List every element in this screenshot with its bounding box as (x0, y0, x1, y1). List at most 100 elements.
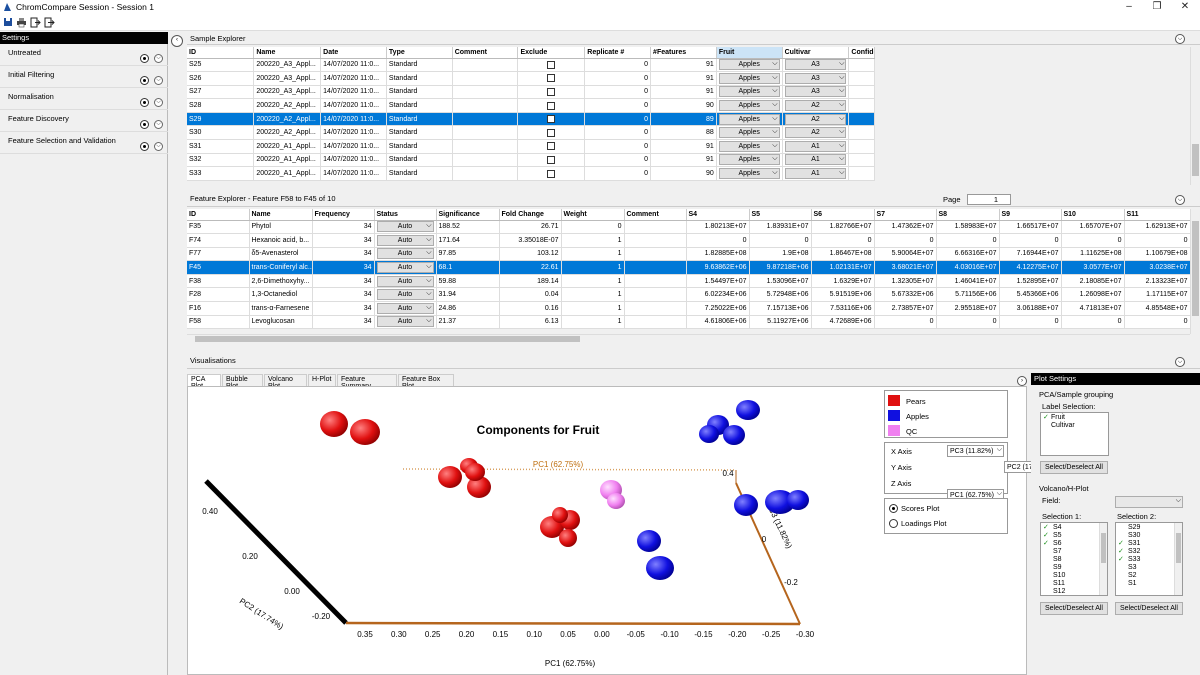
sample-row[interactable]: S33 200220_A1_Appl... 14/07/2020 11:0... St… (187, 166, 875, 181)
status-dropdown[interactable]: Auto (376, 275, 434, 287)
selection-option[interactable]: ✓ S33 (1118, 556, 1180, 564)
cultivar-dropdown[interactable]: A1 (784, 140, 847, 152)
label-option[interactable]: Cultivar (1043, 422, 1106, 430)
status-dropdown[interactable]: Auto (376, 289, 434, 301)
sample-column-header[interactable]: ID (187, 47, 255, 59)
sample-row[interactable]: S27 200220_A3_Appl... 14/07/2020 11:0... St… (187, 85, 875, 100)
sample-row[interactable]: S28 200220_A2_Appl... 14/07/2020 11:0... St… (187, 98, 875, 113)
selection1-select-all-button[interactable]: Select/Deselect All (1040, 602, 1108, 615)
sample-comment-cell[interactable] (452, 139, 519, 154)
feature-comment-cell[interactable] (624, 260, 687, 275)
export-icon[interactable] (44, 17, 55, 28)
step-enabled-radio[interactable] (140, 54, 149, 63)
settings-step-row[interactable]: Normalisation ⌵ (0, 88, 168, 110)
feature-column-header[interactable]: S10 (1061, 209, 1125, 221)
sample-row[interactable]: S32 200220_A1_Appl... 14/07/2020 11:0... St… (187, 153, 875, 168)
sample-comment-cell[interactable] (452, 98, 519, 113)
sample-column-header[interactable]: Exclude (517, 47, 586, 59)
sample-column-header[interactable]: Confidence (848, 47, 875, 59)
selection-option[interactable]: ✓ S31 (1118, 540, 1180, 548)
feature-column-header[interactable]: S5 (749, 209, 812, 221)
sample-column-header[interactable]: Replicate # (584, 47, 652, 59)
feature-comment-cell[interactable] (624, 220, 687, 235)
selection-option[interactable]: S11 (1043, 580, 1105, 588)
selection-option[interactable]: S3 (1118, 564, 1180, 572)
cultivar-dropdown[interactable]: A3 (784, 59, 847, 71)
visualisation-tab[interactable]: Feature Box Plot (398, 374, 454, 390)
step-expand-icon[interactable]: ⌵ (154, 120, 163, 129)
exclude-checkbox[interactable] (547, 74, 556, 83)
feature-column-header[interactable]: S9 (999, 209, 1062, 221)
status-dropdown[interactable]: Auto (376, 221, 434, 233)
collapse-settings-button[interactable]: ‹ (171, 35, 183, 47)
sample-row[interactable]: S30 200220_A2_Appl... 14/07/2020 11:0... St… (187, 125, 875, 141)
feature-column-header[interactable]: ID (187, 209, 250, 221)
fruit-dropdown[interactable]: Apples (718, 86, 780, 98)
sample-comment-cell[interactable] (452, 71, 519, 86)
settings-step-row[interactable]: Feature Discovery ⌵ (0, 110, 168, 132)
fruit-dropdown[interactable]: Apples (718, 59, 780, 71)
step-enabled-radio[interactable] (140, 98, 149, 107)
selection-option[interactable]: S7 (1043, 548, 1105, 556)
sample-comment-cell[interactable] (452, 125, 519, 141)
status-dropdown[interactable]: Auto (376, 316, 434, 328)
feature-hscrollbar-thumb[interactable] (195, 336, 580, 342)
feature-column-header[interactable]: S6 (811, 209, 875, 221)
feature-row[interactable]: F35Phytol34Auto188.5226.7101.80213E+071.… (187, 220, 1191, 235)
visualisation-tab[interactable]: Feature Summary (337, 374, 397, 390)
feature-comment-cell[interactable] (624, 287, 687, 303)
minimize-button[interactable]: – (1126, 1, 1132, 12)
exclude-checkbox[interactable] (547, 60, 556, 69)
selection1-list[interactable]: ✓ S4 ✓ S5 ✓ S6 S7 S8 S9 S10 S11 S12 (1040, 522, 1108, 596)
sample-column-header[interactable]: Date (320, 47, 387, 59)
feature-explorer-toggle-icon[interactable]: ⌵ (1175, 195, 1185, 205)
feature-column-header[interactable]: Weight (561, 209, 625, 221)
collapse-plot-settings-button[interactable]: › (1017, 376, 1027, 386)
exclude-checkbox[interactable] (547, 128, 556, 137)
settings-step-row[interactable]: Feature Selection and Validation ⌵ (0, 132, 168, 154)
cultivar-dropdown[interactable]: A1 (784, 154, 847, 166)
exclude-checkbox[interactable] (547, 87, 556, 96)
exclude-checkbox[interactable] (547, 155, 556, 164)
selection-option[interactable]: ✓ S6 (1043, 540, 1105, 548)
fruit-dropdown[interactable]: Apples (718, 127, 780, 139)
step-expand-icon[interactable]: ⌵ (154, 76, 163, 85)
sample-row[interactable]: S29 200220_A2_Appl... 14/07/2020 11:0... St… (187, 112, 875, 127)
cultivar-dropdown[interactable]: A2 (784, 113, 847, 125)
feature-comment-cell[interactable] (624, 274, 687, 289)
feature-comment-cell[interactable] (624, 233, 687, 248)
selection-option[interactable]: S9 (1043, 564, 1105, 572)
step-expand-icon[interactable]: ⌵ (154, 98, 163, 107)
sample-scrollbar-thumb[interactable] (1192, 144, 1199, 176)
cultivar-dropdown[interactable]: A3 (784, 86, 847, 98)
save-icon[interactable] (3, 17, 14, 28)
selection-option[interactable]: S8 (1043, 556, 1105, 564)
feature-column-header[interactable]: Name (249, 209, 313, 221)
feature-scrollbar-thumb[interactable] (1192, 221, 1199, 316)
step-enabled-radio[interactable] (140, 142, 149, 151)
visualisation-tab[interactable]: PCA Plot (187, 374, 221, 390)
step-expand-icon[interactable]: ⌵ (154, 142, 163, 151)
list-scrollbar-thumb[interactable] (1176, 533, 1181, 563)
selection-option[interactable]: ✓ S32 (1118, 548, 1180, 556)
cultivar-dropdown[interactable]: A1 (784, 168, 847, 180)
feature-comment-cell[interactable] (624, 301, 687, 316)
sample-column-header[interactable]: Fruit (716, 47, 783, 59)
settings-step-row[interactable]: Untreated ⌵ (0, 44, 168, 66)
step-enabled-radio[interactable] (140, 76, 149, 85)
selection-option[interactable]: S1 (1118, 580, 1180, 588)
list-scrollbar-thumb[interactable] (1101, 533, 1106, 563)
feature-column-header[interactable]: S8 (936, 209, 1000, 221)
list-scrollbar[interactable] (1174, 523, 1182, 595)
selection-option[interactable]: S12 (1043, 588, 1105, 595)
sample-comment-cell[interactable] (452, 58, 519, 73)
feature-column-header[interactable]: Comment (624, 209, 687, 221)
status-dropdown[interactable]: Auto (376, 234, 434, 246)
visualisations-toggle-icon[interactable]: ⌵ (1175, 357, 1185, 367)
plot-type-radio[interactable] (889, 519, 898, 528)
sample-column-header[interactable]: Cultivar (782, 47, 850, 59)
feature-column-header[interactable]: S4 (686, 209, 750, 221)
